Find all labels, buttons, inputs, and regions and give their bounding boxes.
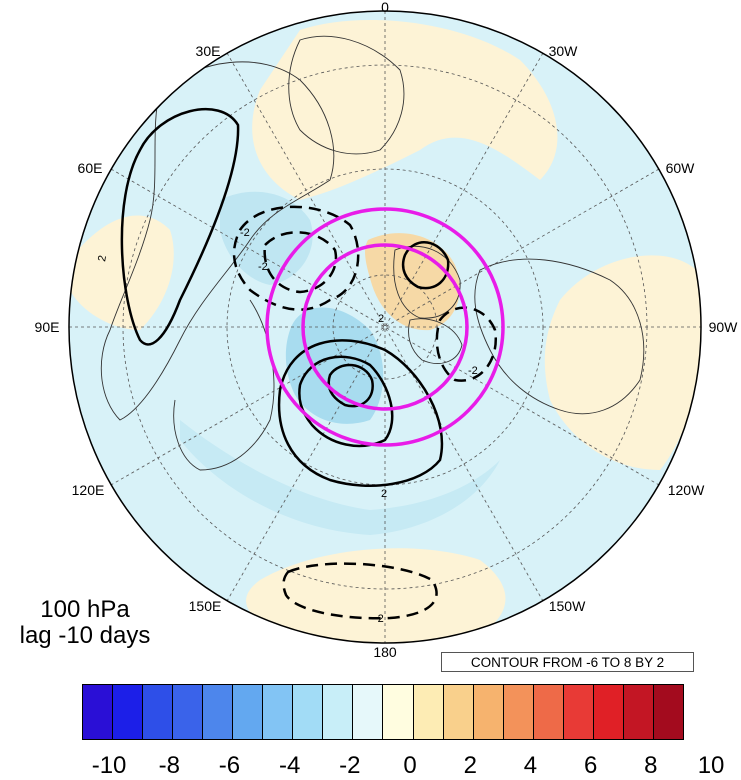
colorbar-tick-label: 10 [697, 752, 725, 779]
negative-region-northwest [220, 191, 313, 285]
contour-positive-center-inner [327, 363, 374, 408]
colorbar-tick-label: 0 [403, 752, 417, 779]
lon-label-30e: 30E [195, 43, 221, 59]
contour-label: 2 [96, 254, 109, 262]
colorbar-cell [533, 685, 564, 739]
positive-region-center [365, 233, 460, 331]
colorbar-tick-label: -2 [339, 752, 361, 779]
positive-region-west [70, 215, 174, 330]
positive-region-south [246, 548, 506, 643]
colorbar-cell [143, 685, 174, 739]
lon-label-120e: 120E [71, 482, 105, 498]
colorbar-cell [653, 685, 683, 739]
positive-region-north [252, 20, 558, 200]
contour-negative-pacific [282, 562, 438, 620]
coastline-greenland [393, 245, 461, 319]
colorbar-cell [563, 685, 594, 739]
colorbar-cell [593, 685, 624, 739]
contour-info-box: CONTOUR FROM -6 TO 8 BY 2 [441, 652, 694, 672]
colorbar-tick-label: 4 [523, 752, 538, 779]
contour-negative-asia-inner [263, 231, 338, 294]
lon-label-120w: 120W [667, 482, 705, 498]
colorbar-cell [173, 685, 204, 739]
lon-label-180: 180 [373, 644, 397, 660]
colorbar-tick-label: 6 [583, 752, 598, 779]
colorbar [82, 684, 684, 740]
lon-label-0: 0 [381, 0, 389, 15]
negative-region-south-band [180, 420, 500, 535]
colorbar-cell [383, 685, 414, 739]
colorbar-tick-label: -4 [278, 752, 301, 779]
coastline-arctic-islands [408, 318, 463, 364]
colorbar-cell [263, 685, 294, 739]
contour-label: -2 [374, 613, 384, 625]
contour-label: -2 [468, 365, 478, 377]
colorbar-cell [443, 685, 474, 739]
magenta-circle-large [265, 207, 505, 447]
lon-label-90w: 90W [708, 319, 738, 335]
colorbar-cell [353, 685, 384, 739]
coastline-north-america [474, 258, 645, 415]
contour-label: 2 [378, 313, 384, 325]
lon-label-150w: 150W [548, 598, 586, 614]
colorbar-cell [623, 685, 654, 739]
colorbar-tick-label: 8 [644, 752, 658, 779]
contour-negative-asia-outer [232, 205, 360, 311]
colorbar-cell [83, 685, 114, 739]
colorbar-cell [233, 685, 264, 739]
contour-positive-greenland [401, 241, 450, 290]
contour-positive-siberia [120, 108, 240, 346]
colorbar-cell [113, 685, 144, 739]
positive-region-east [544, 255, 701, 470]
contour-positive-center-outer [277, 339, 444, 487]
colorbar-cell [503, 685, 534, 739]
colorbar-cell [473, 685, 504, 739]
lon-label-60e: 60E [77, 160, 103, 176]
contour-negative-canada [435, 306, 498, 382]
magenta-circles [265, 207, 505, 447]
lon-label-60w: 60W [665, 160, 695, 176]
contour-label: -2 [258, 261, 268, 273]
contour-label-group: 2 -2 2 -2 2 -2 -2 [96, 227, 478, 625]
anomaly-contours [120, 108, 498, 620]
pressure-level-label: 100 hPa [40, 596, 130, 623]
lon-label-30w: 30W [548, 43, 578, 59]
lon-label-150e: 150E [188, 598, 222, 614]
coastline-europe [288, 35, 405, 155]
globe-outline [68, 10, 702, 644]
colorbar-tick-label: 2 [463, 752, 477, 779]
magenta-circle-small [301, 243, 469, 411]
colorbar-tick-label: -6 [218, 752, 241, 779]
contour-label: 2 [381, 488, 387, 500]
colorbar-tick-label: -10 [91, 752, 127, 779]
coastline-eurasia [100, 61, 335, 421]
contour-label: -2 [240, 227, 250, 239]
lag-label: lag -10 days [19, 622, 151, 649]
coastlines [100, 35, 645, 471]
colorbar-cell [413, 685, 444, 739]
negative-region-center [285, 307, 384, 424]
colorbar-tick-label: -8 [158, 752, 180, 779]
colorbar-cell [203, 685, 234, 739]
colorbar-cell [293, 685, 324, 739]
lon-label-90e: 90E [34, 319, 60, 335]
colorbar-cell [323, 685, 354, 739]
shaded-field [69, 11, 701, 643]
